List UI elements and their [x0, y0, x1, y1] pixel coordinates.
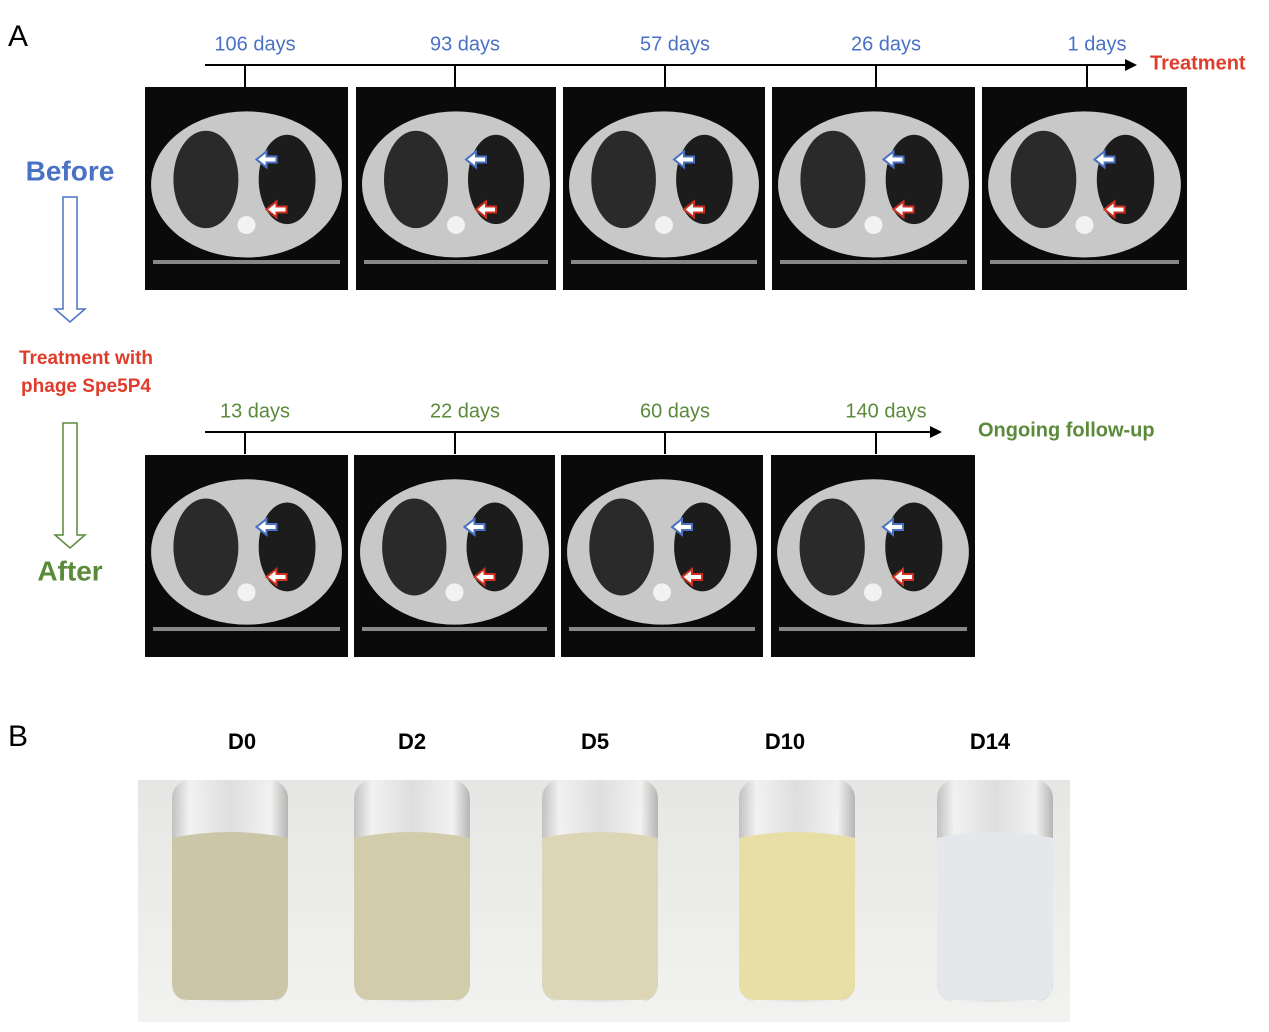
blue-arrow [462, 516, 486, 538]
ct-scan [563, 87, 765, 290]
spine [237, 583, 256, 602]
red-arrow [891, 199, 915, 220]
lung [799, 498, 865, 596]
table [153, 627, 340, 631]
ct-scan [771, 455, 975, 657]
timepoint-label: 22 days [430, 400, 500, 422]
timepoint-label: 1 days [1068, 33, 1127, 55]
tube-liquid [937, 832, 1053, 1000]
ct-scan [356, 87, 556, 290]
spine [864, 583, 882, 602]
tube-label: D0 [228, 729, 256, 754]
timeline-arrowhead [930, 426, 942, 438]
spine [653, 583, 671, 602]
table [362, 627, 547, 631]
timepoint-label: 60 days [640, 400, 710, 422]
ct-scan [561, 455, 763, 657]
timepoint-label: 140 days [845, 400, 926, 422]
lung [382, 498, 447, 596]
tube-liquid [172, 832, 288, 1000]
before-label: Before [26, 155, 115, 186]
panel-label: A [8, 20, 28, 53]
lung [384, 130, 448, 229]
red-arrow [474, 199, 497, 220]
blue-arrow [670, 516, 693, 538]
tube-label: D14 [970, 729, 1011, 754]
tube-label: D10 [765, 729, 805, 754]
blue-arrow [464, 149, 487, 170]
timeline-arrowhead [1125, 59, 1137, 71]
lung [173, 130, 239, 229]
blue-arrow [1092, 149, 1116, 170]
spine [447, 216, 465, 235]
ct-scan [145, 87, 348, 290]
red-arrow [1102, 199, 1126, 220]
blue-arrow [881, 149, 905, 170]
timepoint-label: 106 days [214, 33, 295, 55]
treatment-label: Treatment with [19, 348, 153, 369]
timepoint-label: 93 days [430, 33, 500, 55]
blue-arrow [254, 149, 278, 170]
spine [655, 216, 673, 235]
end-label: Treatment [1150, 52, 1246, 74]
table [569, 627, 755, 631]
red-arrow [891, 566, 914, 588]
red-arrow [682, 199, 705, 220]
tube-liquid [542, 832, 658, 1000]
ct-scan [354, 455, 555, 657]
red-arrow [680, 566, 703, 588]
lung [589, 498, 654, 596]
after-label: After [37, 555, 102, 586]
down-arrow [52, 422, 88, 549]
ct-scan [982, 87, 1187, 290]
spine [237, 216, 256, 235]
spine [445, 583, 464, 602]
red-arrow [264, 199, 288, 220]
lung [800, 130, 866, 229]
blue-arrow [672, 149, 695, 170]
lung [1010, 130, 1077, 229]
panel-label: B [8, 720, 28, 753]
tube-liquid [354, 832, 470, 1000]
timepoint-label: 26 days [851, 33, 921, 55]
table [780, 260, 967, 264]
tube-liquid [739, 832, 855, 1000]
table [153, 260, 340, 264]
lung [173, 498, 239, 596]
tube-label: D5 [581, 729, 609, 754]
ct-scan [772, 87, 975, 290]
timepoint-label: 13 days [220, 400, 290, 422]
table [779, 627, 967, 631]
down-arrow [52, 196, 88, 323]
timepoint-label: 57 days [640, 33, 710, 55]
spine [864, 216, 883, 235]
blue-arrow [881, 516, 904, 538]
table [990, 260, 1179, 264]
red-arrow [264, 566, 288, 588]
blue-arrow [254, 516, 278, 538]
treatment-label: phage Spe5P4 [21, 376, 151, 397]
table [571, 260, 757, 264]
lung [591, 130, 656, 229]
red-arrow [472, 566, 496, 588]
tube-label: D2 [398, 729, 426, 754]
end-label: Ongoing follow-up [978, 419, 1155, 441]
ct-scan [145, 455, 348, 657]
spine [1075, 216, 1094, 235]
table [364, 260, 548, 264]
